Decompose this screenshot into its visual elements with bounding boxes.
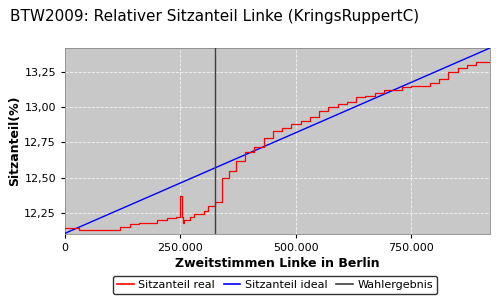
Legend: Sitzanteil real, Sitzanteil ideal, Wahlergebnis: Sitzanteil real, Sitzanteil ideal, Wahle… bbox=[112, 276, 438, 294]
Y-axis label: Sitzanteil(%): Sitzanteil(%) bbox=[8, 96, 22, 186]
X-axis label: Zweitstimmen Linke in Berlin: Zweitstimmen Linke in Berlin bbox=[175, 257, 380, 270]
Text: BTW2009: Relativer Sitzanteil Linke (KringsRuppertC): BTW2009: Relativer Sitzanteil Linke (Kri… bbox=[10, 9, 419, 24]
